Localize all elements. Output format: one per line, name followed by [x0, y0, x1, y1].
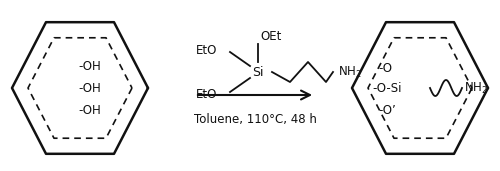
Text: NH$_2$: NH$_2$ — [338, 64, 362, 80]
Text: -O’: -O’ — [378, 103, 396, 116]
Text: EtO: EtO — [196, 43, 218, 56]
Text: Si: Si — [252, 65, 264, 78]
Text: -O: -O — [378, 62, 392, 75]
Text: EtO: EtO — [196, 88, 218, 101]
Text: Toluene, 110°C, 48 h: Toluene, 110°C, 48 h — [194, 114, 316, 127]
Text: -OH: -OH — [78, 82, 101, 95]
Text: NH$_2$: NH$_2$ — [464, 80, 488, 96]
Text: -OH: -OH — [78, 103, 101, 116]
Text: -O-Si: -O-Si — [372, 82, 402, 95]
Text: -OH: -OH — [78, 60, 101, 73]
Text: OEt: OEt — [260, 30, 281, 43]
